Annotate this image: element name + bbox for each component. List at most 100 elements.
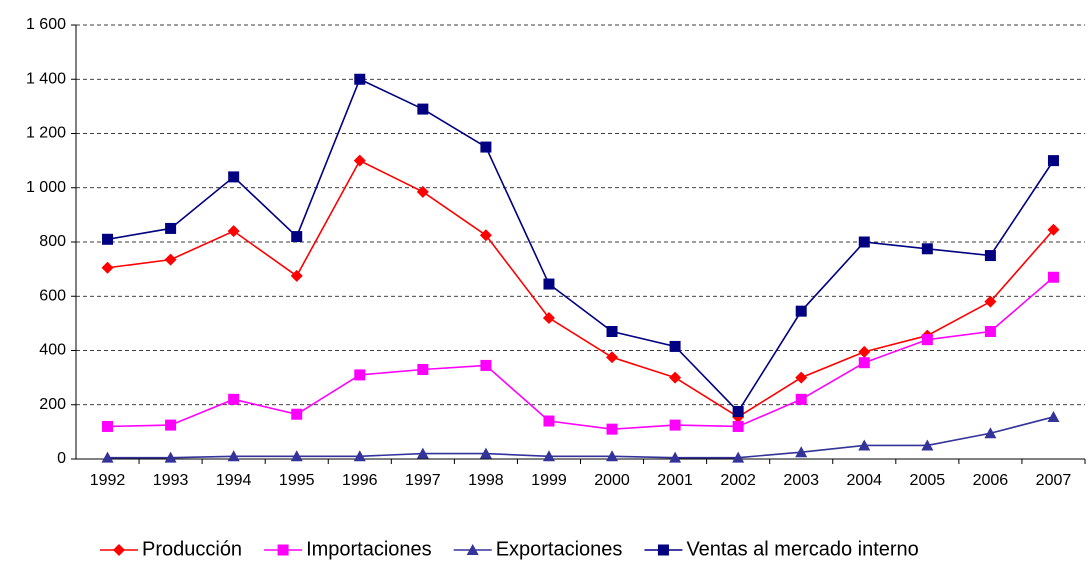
- marker: [984, 427, 997, 439]
- x-tick-label: 2002: [720, 472, 756, 489]
- y-tick-label: 1 200: [26, 125, 66, 142]
- marker: [113, 544, 125, 556]
- marker: [606, 450, 619, 462]
- marker: [228, 171, 240, 183]
- x-tick-label: 2006: [973, 472, 1009, 489]
- marker: [858, 345, 871, 358]
- marker: [732, 420, 744, 432]
- marker: [102, 420, 114, 432]
- marker: [291, 231, 303, 243]
- marker: [228, 393, 240, 405]
- x-tick-label: 1998: [468, 472, 504, 489]
- y-tick-label: 1 000: [26, 179, 66, 196]
- marker: [921, 439, 934, 451]
- marker: [606, 423, 618, 435]
- marker: [165, 222, 177, 234]
- marker: [542, 450, 555, 462]
- y-tick-label: 0: [57, 450, 66, 467]
- marker: [354, 73, 366, 85]
- marker: [353, 154, 366, 167]
- series-line: [107, 159, 1055, 418]
- marker: [795, 305, 807, 317]
- marker: [102, 233, 114, 245]
- marker: [291, 408, 303, 420]
- marker: [227, 450, 240, 462]
- legend-label: Producción: [142, 538, 242, 560]
- marker: [606, 351, 619, 364]
- legend-label: Ventas al mercado interno: [686, 538, 918, 560]
- marker: [921, 334, 933, 346]
- x-tick-label: 2003: [783, 472, 819, 489]
- marker: [277, 544, 289, 556]
- marker: [984, 326, 996, 338]
- marker: [984, 250, 996, 262]
- marker: [669, 419, 681, 431]
- series-line: [107, 416, 1054, 459]
- marker: [101, 261, 114, 274]
- marker: [1047, 155, 1059, 167]
- legend-label: Importaciones: [306, 538, 432, 560]
- x-tick-label: 1994: [216, 472, 252, 489]
- x-tick-label: 1995: [279, 472, 315, 489]
- legend-label: Exportaciones: [496, 538, 623, 560]
- marker: [669, 451, 682, 463]
- marker: [480, 141, 492, 153]
- marker: [858, 357, 870, 369]
- series-line: [107, 78, 1055, 413]
- y-tick-label: 1 400: [26, 70, 66, 87]
- marker: [542, 311, 555, 324]
- marker: [543, 415, 555, 427]
- marker: [858, 439, 871, 451]
- marker: [417, 103, 429, 115]
- marker: [543, 278, 555, 290]
- marker: [164, 253, 177, 266]
- y-tick-label: 800: [39, 233, 66, 250]
- marker: [669, 371, 682, 384]
- marker: [657, 544, 669, 556]
- marker: [101, 451, 114, 463]
- x-tick-label: 1997: [405, 472, 441, 489]
- marker: [227, 225, 240, 238]
- y-tick-label: 400: [39, 342, 66, 359]
- marker: [921, 243, 933, 255]
- marker: [290, 269, 303, 282]
- marker: [164, 451, 177, 463]
- marker: [795, 446, 808, 458]
- marker: [984, 295, 997, 308]
- marker: [669, 340, 681, 352]
- marker: [795, 393, 807, 405]
- marker: [290, 450, 303, 462]
- x-tick-label: 1999: [531, 472, 567, 489]
- marker: [606, 326, 618, 338]
- y-tick-label: 1 600: [26, 16, 66, 33]
- x-tick-label: 2007: [1036, 472, 1072, 489]
- series-line: [107, 276, 1054, 430]
- x-tick-label: 2000: [594, 472, 630, 489]
- x-tick-label: 2001: [657, 472, 693, 489]
- marker: [417, 363, 429, 375]
- marker: [732, 451, 745, 463]
- marker: [1047, 223, 1060, 236]
- y-tick-label: 200: [39, 396, 66, 413]
- x-tick-label: 1996: [342, 472, 378, 489]
- marker: [480, 359, 492, 371]
- marker: [1047, 410, 1060, 422]
- marker: [416, 447, 429, 459]
- marker: [479, 447, 492, 459]
- marker: [165, 419, 177, 431]
- marker: [354, 369, 366, 381]
- marker: [1047, 271, 1059, 283]
- x-tick-label: 1992: [90, 472, 126, 489]
- marker: [353, 450, 366, 462]
- marker: [416, 185, 429, 198]
- marker: [479, 229, 492, 242]
- x-tick-label: 2004: [846, 472, 882, 489]
- x-tick-label: 2005: [910, 472, 946, 489]
- marker: [732, 406, 744, 418]
- y-tick-label: 600: [39, 287, 66, 304]
- marker: [466, 544, 479, 555]
- x-tick-label: 1993: [153, 472, 189, 489]
- marker: [858, 236, 870, 248]
- marker: [795, 371, 808, 384]
